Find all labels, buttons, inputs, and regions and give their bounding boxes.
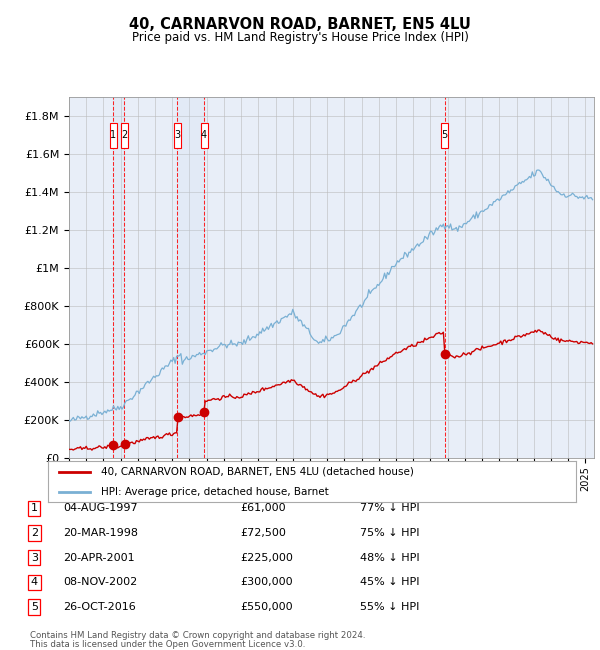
Bar xyxy=(110,123,117,148)
Bar xyxy=(121,123,128,148)
Text: 77% ↓ HPI: 77% ↓ HPI xyxy=(360,503,419,514)
Text: £72,500: £72,500 xyxy=(240,528,286,538)
Text: £550,000: £550,000 xyxy=(240,602,293,612)
Text: 5: 5 xyxy=(442,131,448,140)
Text: 20-MAR-1998: 20-MAR-1998 xyxy=(63,528,138,538)
Text: 40, CARNARVON ROAD, BARNET, EN5 4LU (detached house): 40, CARNARVON ROAD, BARNET, EN5 4LU (det… xyxy=(101,467,413,476)
Text: 75% ↓ HPI: 75% ↓ HPI xyxy=(360,528,419,538)
Text: 3: 3 xyxy=(175,131,181,140)
Text: £300,000: £300,000 xyxy=(240,577,293,588)
Bar xyxy=(200,123,208,148)
Text: 2: 2 xyxy=(31,528,38,538)
Bar xyxy=(178,98,204,458)
Text: £225,000: £225,000 xyxy=(240,552,293,563)
Text: 3: 3 xyxy=(31,552,38,563)
Text: 55% ↓ HPI: 55% ↓ HPI xyxy=(360,602,419,612)
Text: Price paid vs. HM Land Registry's House Price Index (HPI): Price paid vs. HM Land Registry's House … xyxy=(131,31,469,44)
Text: 20-APR-2001: 20-APR-2001 xyxy=(63,552,134,563)
Text: HPI: Average price, detached house, Barnet: HPI: Average price, detached house, Barn… xyxy=(101,487,329,497)
Text: 40, CARNARVON ROAD, BARNET, EN5 4LU: 40, CARNARVON ROAD, BARNET, EN5 4LU xyxy=(129,17,471,32)
Text: 04-AUG-1997: 04-AUG-1997 xyxy=(63,503,137,514)
Text: 48% ↓ HPI: 48% ↓ HPI xyxy=(360,552,419,563)
Text: Contains HM Land Registry data © Crown copyright and database right 2024.: Contains HM Land Registry data © Crown c… xyxy=(30,631,365,640)
Text: 45% ↓ HPI: 45% ↓ HPI xyxy=(360,577,419,588)
Bar xyxy=(174,123,181,148)
Text: 2: 2 xyxy=(121,131,127,140)
Text: 4: 4 xyxy=(201,131,207,140)
Text: 1: 1 xyxy=(110,131,116,140)
Text: 5: 5 xyxy=(31,602,38,612)
Text: 4: 4 xyxy=(31,577,38,588)
Bar xyxy=(113,98,124,458)
Bar xyxy=(441,123,448,148)
Text: 08-NOV-2002: 08-NOV-2002 xyxy=(63,577,137,588)
Text: 26-OCT-2016: 26-OCT-2016 xyxy=(63,602,136,612)
Text: £61,000: £61,000 xyxy=(240,503,286,514)
Text: This data is licensed under the Open Government Licence v3.0.: This data is licensed under the Open Gov… xyxy=(30,640,305,649)
Text: 1: 1 xyxy=(31,503,38,514)
